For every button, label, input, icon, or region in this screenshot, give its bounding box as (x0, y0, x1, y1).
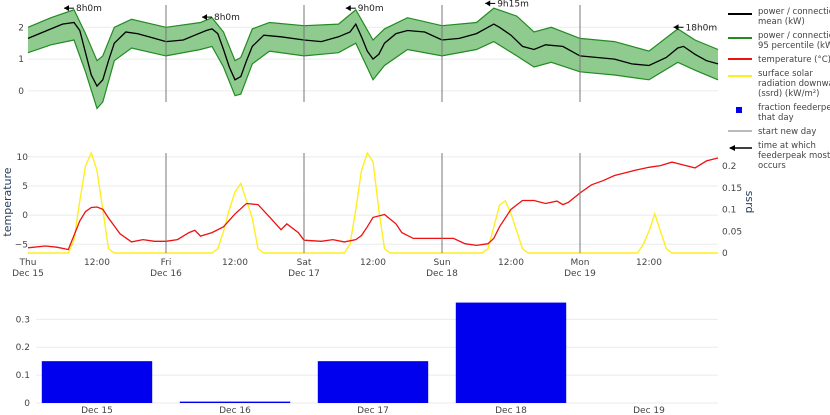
feederpeak-bar (41, 361, 153, 403)
power-y-tick-label: 0 (18, 87, 24, 97)
peak-arrow-head (202, 14, 207, 21)
ssrd-y-tick-label: 0.2 (722, 162, 736, 172)
ssrd-y-tick-label: 0 (722, 249, 728, 259)
feederpeak-bar (317, 361, 429, 403)
legend-swatch-square (736, 107, 742, 113)
temp-y-tick-label: 10 (17, 153, 29, 163)
time-tick-label: 12:00 (498, 258, 524, 268)
power-y-tick-label: 2 (18, 23, 24, 33)
percentile-5-line (27, 39, 719, 110)
legend-label: power / connection (758, 7, 830, 17)
ssrd-y-tick-label: 0.05 (722, 227, 742, 237)
temp-y-tick-label: 0 (22, 211, 28, 221)
legend-label: temperature (°C) (758, 55, 830, 65)
bar-category-label: Dec 15 (81, 406, 113, 415)
time-tick-label: Thu (19, 258, 37, 268)
legend-label: that day (758, 113, 794, 123)
legend-label: time at which (758, 141, 816, 151)
peak-time-label: 8h0m (214, 13, 240, 23)
bar-category-label: Dec 19 (633, 406, 665, 415)
date-tick-label: Dec 17 (288, 269, 320, 279)
feederpeak-bar (179, 401, 291, 403)
bar-category-label: Dec 18 (495, 406, 527, 415)
time-tick-label: 12:00 (84, 258, 110, 268)
temp-y-tick-label: −5 (15, 240, 28, 250)
legend-label: radiation downwards (758, 79, 830, 89)
legend-label: (ssrd) (kW/m²) (758, 89, 819, 99)
peak-time-label: 9h0m (358, 4, 384, 14)
time-tick-label: 12:00 (636, 258, 662, 268)
date-tick-label: Dec 18 (426, 269, 458, 279)
ssrd-line (28, 151, 718, 254)
time-tick-label: 12:00 (222, 258, 248, 268)
percentile-95-line (27, 7, 719, 62)
time-tick-label: Mon (571, 258, 590, 268)
date-tick-label: Dec 19 (564, 269, 596, 279)
peak-time-label: 8h0m (76, 4, 102, 14)
bar-category-label: Dec 17 (357, 406, 389, 415)
time-tick-label: Fri (161, 258, 172, 268)
legend-label: surface solar (758, 69, 813, 79)
legend-swatch-arrowhead (729, 145, 735, 151)
legend-label: fraction feederpeak on (758, 103, 830, 113)
legend-label: mean (kW) (758, 17, 805, 27)
ssrd-axis-title: ssrd (743, 191, 756, 214)
legend-label: 95 percentile (kW) (758, 41, 830, 51)
time-tick-label: 12:00 (360, 258, 386, 268)
bar-category-label: Dec 16 (219, 406, 251, 415)
bar-y-tick-label: 0.3 (16, 315, 30, 325)
ssrd-y-tick-label: 0.15 (722, 184, 742, 194)
mean-power-line (27, 21, 719, 88)
peak-arrow-head (64, 5, 69, 12)
ssrd-y-tick-label: 0.1 (722, 206, 736, 216)
bar-y-tick-label: 0.2 (16, 343, 30, 353)
legend-label: feederpeak most often (758, 151, 830, 161)
peak-arrow-head (673, 24, 679, 31)
time-tick-label: Sun (433, 258, 450, 268)
temperature-line (27, 157, 719, 251)
peak-arrow-head (485, 0, 491, 7)
feederpeak-bar (455, 302, 567, 403)
legend-label: start new day (758, 127, 816, 137)
feederpeak-bar-panel: 0 0.1 0.2 0.3 Dec 15 Dec 16 Dec 17 Dec 18 Dec 19 (16, 302, 718, 415)
bar-y-tick-label: 0 (24, 399, 30, 409)
legend: power / connectionmean (kW) power / conne… (728, 7, 830, 171)
time-tick-label: Sat (297, 258, 312, 268)
peak-time-label: 18h0m (686, 23, 718, 33)
temp-y-tick-label: 5 (22, 182, 28, 192)
legend-label: power / connection 5, (758, 31, 830, 41)
power-y-tick-label: 1 (18, 55, 24, 65)
peak-time-label: 9h15m (497, 0, 529, 9)
date-tick-label: Dec 16 (150, 269, 182, 279)
legend-label: occurs (758, 161, 786, 171)
bar-y-tick-label: 0.1 (16, 371, 30, 381)
date-tick-label: Dec 15 (12, 269, 44, 279)
peak-arrow-head (345, 5, 351, 12)
power-panel: 0 1 2 8h0m 8h0m 9h0m 9h15m 18h0m (18, 0, 719, 110)
temp-axis-title: temperature (1, 167, 14, 236)
